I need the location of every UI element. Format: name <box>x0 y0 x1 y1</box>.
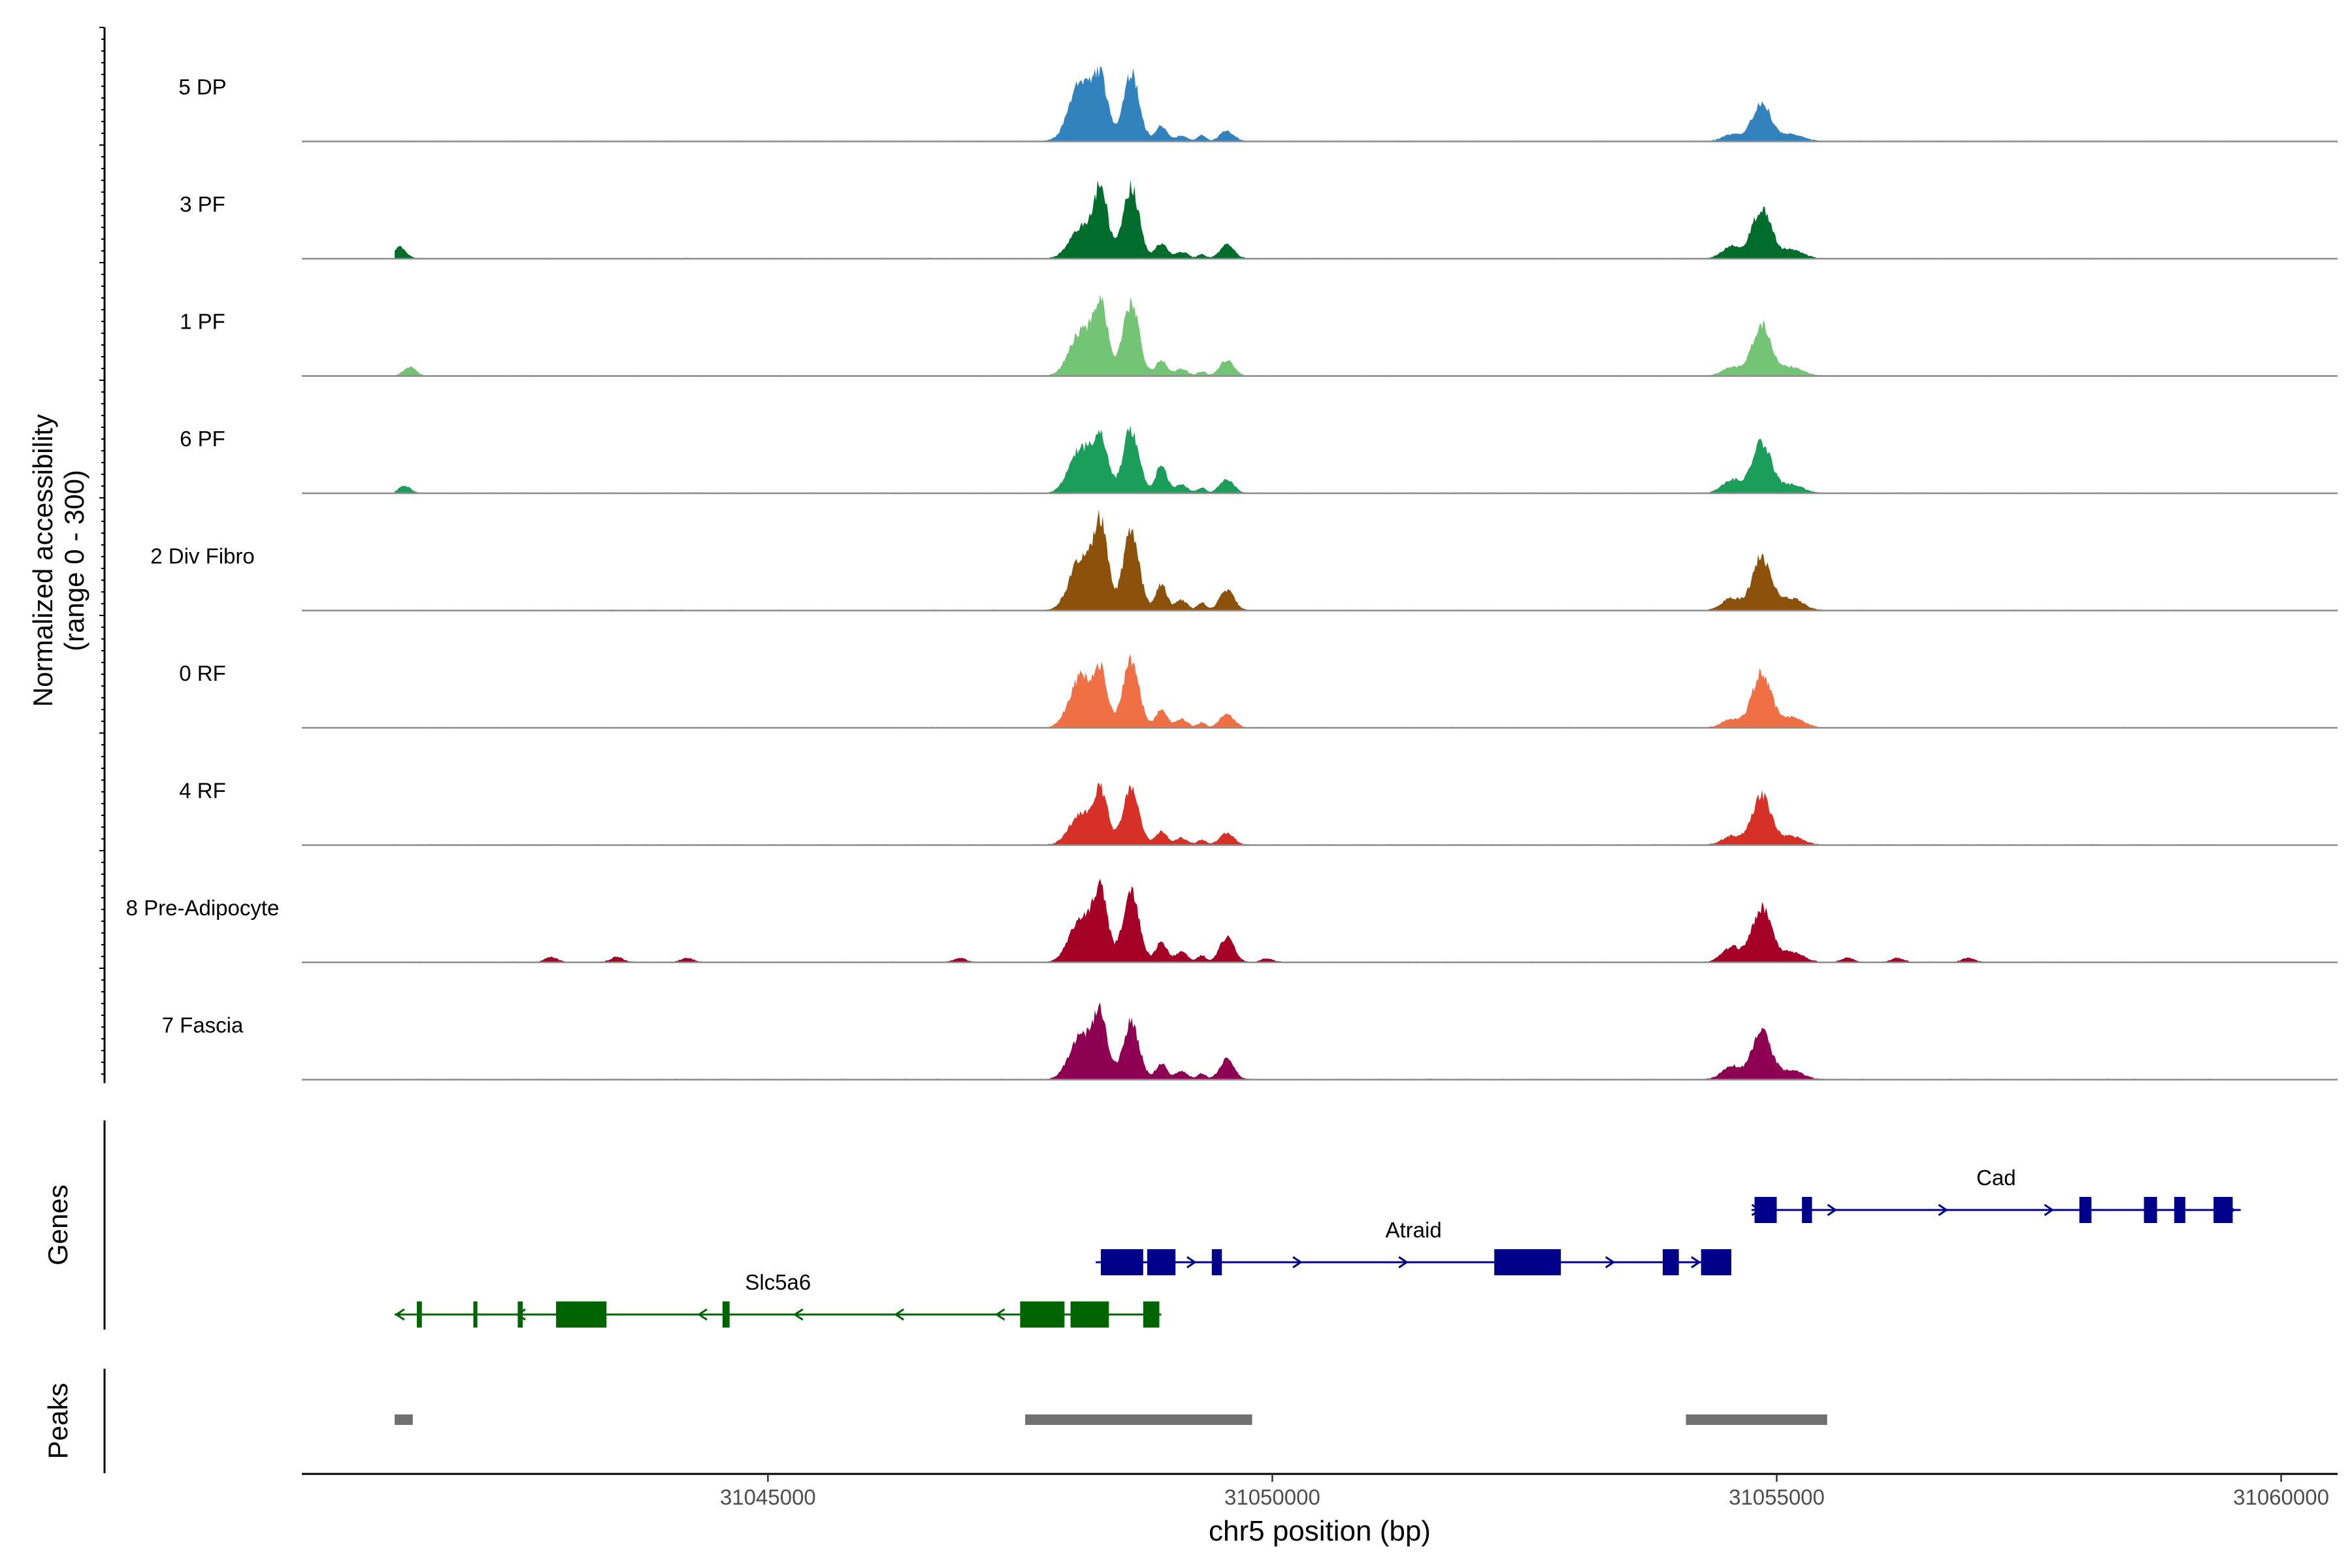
strand-arrow <box>1398 1256 1409 1269</box>
track-4-rf: 4 RF <box>179 779 2338 846</box>
gene-exon <box>1802 1197 1812 1223</box>
strand-arrow <box>1186 1256 1197 1269</box>
track-3-pf: 3 PF <box>180 179 2338 260</box>
coverage-tracks: 5 DP 3 PF 1 PF 6 PF 2 Div Fibro 0 RF 4 RF 8 Pre… <box>126 65 2338 1081</box>
gene-cad: Cad <box>1751 1166 2241 1223</box>
x-axis-tick-label: 31055000 <box>1729 1485 1825 1509</box>
gene-exon <box>722 1301 730 1328</box>
gene-exon <box>1211 1249 1222 1275</box>
peak-region-bar <box>395 1414 413 1425</box>
strand-arrow <box>1605 1256 1616 1269</box>
coverage-area <box>395 509 2241 611</box>
gene-exon <box>1100 1249 1143 1275</box>
x-axis-tick-label: 31060000 <box>2233 1485 2329 1509</box>
track-label: 1 PF <box>180 310 225 334</box>
track-label: 7 Fascia <box>162 1013 244 1037</box>
track-label: 2 Div Fibro <box>150 544 255 568</box>
gene-name-label: Cad <box>1976 1166 2016 1190</box>
gene-slc5a6: Slc5a6 <box>395 1270 1162 1328</box>
gene-exon <box>1494 1249 1561 1275</box>
strand-arrow <box>994 1308 1005 1321</box>
gene-exon <box>473 1301 478 1328</box>
gene-atraid: Atraid <box>1096 1218 1731 1275</box>
peak-regions <box>395 1414 1827 1425</box>
track-label: 5 DP <box>178 75 226 99</box>
gene-exon <box>1147 1249 1176 1275</box>
gene-exon <box>1070 1301 1109 1328</box>
strand-arrow <box>697 1308 708 1321</box>
x-axis-label: chr5 position (bp) <box>1209 1515 1431 1547</box>
gene-exon <box>2079 1197 2092 1223</box>
strand-arrow <box>395 1308 405 1321</box>
x-axis: 31045000 31050000 31055000 31060000 <box>302 1473 2338 1509</box>
peaks-panel: Peaks <box>42 1369 1827 1473</box>
coverage-area <box>395 294 2241 376</box>
track-label: 4 RF <box>179 779 226 803</box>
coverage-area <box>395 425 2241 493</box>
gene-panel: Genes Cad Atraid Slc5a6 <box>42 1120 2241 1330</box>
track-1-pf: 1 PF <box>180 294 2338 377</box>
gene-exon <box>1701 1249 1731 1275</box>
gene-exon <box>1143 1301 1160 1328</box>
gene-exon <box>1662 1249 1679 1275</box>
strand-arrow <box>1938 1203 1948 1217</box>
gene-exon <box>1754 1197 1777 1223</box>
strand-arrow <box>1292 1256 1303 1269</box>
track-label: 8 Pre-Adipocyte <box>126 896 280 920</box>
track-label: 6 PF <box>180 427 225 451</box>
gene-name-label: Slc5a6 <box>745 1270 811 1294</box>
gene-exon <box>2144 1197 2157 1223</box>
peak-region-bar <box>1025 1414 1252 1425</box>
gene-panel-label: Genes <box>42 1184 73 1266</box>
track-2-div-fibro: 2 Div Fibro <box>150 509 2338 612</box>
strand-arrow <box>1827 1203 1838 1217</box>
peaks-panel-label: Peaks <box>42 1383 73 1460</box>
gene-exon <box>417 1301 422 1328</box>
track-0-rf: 0 RF <box>179 654 2338 729</box>
coverage-area <box>395 179 2241 259</box>
gene-exon <box>556 1301 607 1328</box>
coverage-area <box>395 65 2241 142</box>
y-axis-ruler <box>99 27 106 1083</box>
gene-name-label: Atraid <box>1385 1218 1441 1242</box>
peak-region-bar <box>1686 1414 1827 1425</box>
gene-exon <box>2174 1197 2185 1223</box>
coverage-area <box>395 878 2241 962</box>
x-axis-tick-label: 31050000 <box>1224 1485 1320 1509</box>
strand-arrow <box>2044 1203 2055 1217</box>
coverage-area <box>395 782 2241 845</box>
track-label: 0 RF <box>179 661 226 685</box>
track-label: 3 PF <box>180 192 225 216</box>
gene-exon <box>1020 1301 1065 1328</box>
gene-models: Cad Atraid Slc5a6 <box>395 1166 2241 1328</box>
x-axis-tick-label: 31045000 <box>720 1485 816 1509</box>
y-axis-label-line1: Normalized accessibility <box>27 414 58 707</box>
strand-arrow <box>894 1308 904 1321</box>
strand-arrow <box>1691 1256 1701 1269</box>
gene-exon <box>2213 1197 2233 1223</box>
track-6-pf: 6 PF <box>180 425 2338 495</box>
coverage-area <box>395 654 2241 728</box>
coverage-area <box>395 1002 2241 1080</box>
track-5-dp: 5 DP <box>178 65 2338 142</box>
track-7-fascia: 7 Fascia <box>162 1002 2338 1081</box>
strand-arrow <box>792 1308 804 1321</box>
y-axis-label-line2: (range 0 - 300) <box>59 470 90 651</box>
gene-exon <box>517 1301 523 1328</box>
track-8-pre-adipocyte: 8 Pre-Adipocyte <box>126 878 2338 964</box>
